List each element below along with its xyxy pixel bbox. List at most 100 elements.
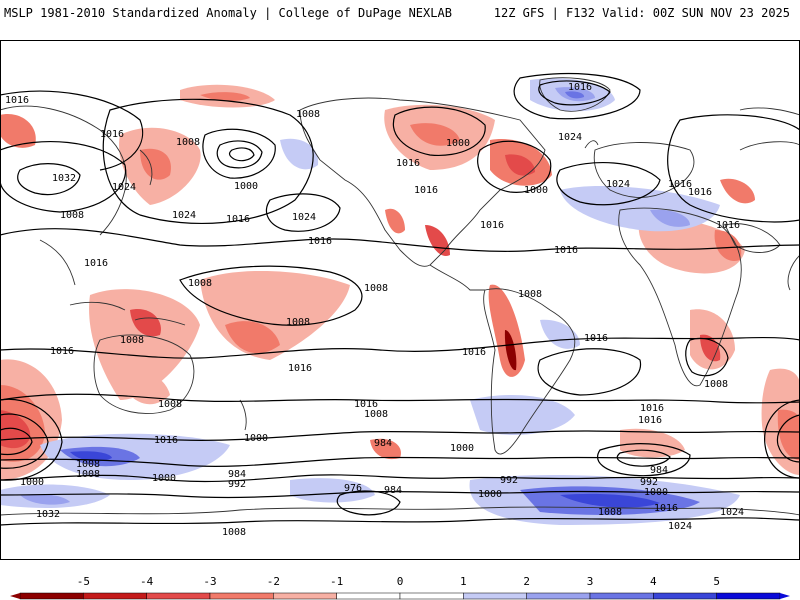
contour-label: 1016 [396, 158, 420, 169]
contour-label: 1016 [226, 214, 250, 225]
contour-label: 1016 [414, 185, 438, 196]
isobar-tropics-south [0, 337, 800, 359]
contour-label: 1000 [20, 477, 44, 488]
contour-label: 1000 [478, 489, 502, 500]
contour-label: 1016 [154, 435, 178, 446]
isobar-low-north-pacific [202, 128, 276, 179]
isobar-far-east-high [776, 414, 800, 463]
isobar-low-south-pacific [336, 490, 401, 516]
isobar-southern-1000 [0, 474, 800, 483]
coast-asia-far-east [739, 107, 800, 116]
anomaly-europe-core [650, 209, 690, 227]
anomaly-hudson-core [505, 154, 535, 176]
isobar-far-east-high-2 [764, 399, 800, 479]
coast-uk [584, 140, 599, 149]
colorbar-swatch [19, 592, 84, 600]
contour-label: 1024 [558, 132, 582, 143]
anomaly-antarctic-coast-west-2 [20, 493, 70, 505]
coast-asia-east-mainland [739, 141, 800, 151]
contour-label: 1016 [584, 333, 608, 344]
isobar-atlantic-1024 [556, 162, 661, 206]
world-map: 1016 1016 1008 1032 1024 1024 1008 1016 … [0, 40, 800, 560]
isobar-greenland-high [538, 80, 611, 106]
anomaly-southern-ocean-west-deep [70, 451, 112, 462]
contour-label: 1016 [308, 236, 332, 247]
colorbar-swatch [273, 592, 337, 600]
contour-label: 1016 [480, 220, 504, 231]
colorbar-tick-label: -4 [140, 575, 154, 588]
colorbar-swatches [10, 592, 790, 600]
colorbar-max-arrow [780, 593, 790, 599]
coast-new-zealand [239, 399, 247, 431]
contour-label: 1008 [296, 109, 320, 120]
isobar-low-north-pacific-core [228, 147, 255, 162]
contour-label: 1016 [640, 403, 664, 414]
isobar-canada-low [392, 106, 486, 157]
colorbar-swatch [209, 592, 274, 600]
colorbar-tick-label: 5 [713, 575, 720, 588]
contour-label: 992 [500, 475, 518, 486]
anomaly-indonesia-core [130, 309, 161, 337]
isobar-greenland-1016 [513, 72, 641, 120]
colorbar: -5 -4 -3 -2 -1 0 1 2 3 4 5 [10, 575, 790, 600]
contour-label: 984 [228, 469, 246, 480]
contour-label: 1024 [172, 210, 196, 221]
contour-label: 1008 [518, 289, 542, 300]
colorbar-min-arrow [10, 593, 20, 599]
isobar-pacific-1008 [179, 265, 363, 326]
contour-label: 992 [228, 479, 246, 490]
chart-title: MSLP 1981-2010 Standardized Anomaly | Co… [4, 6, 452, 20]
contour-label: 1000 [524, 185, 548, 196]
contour-label: 1016 [462, 347, 486, 358]
coast-asia-east [0, 105, 127, 236]
colorbar-swatch [526, 592, 591, 600]
isobar-southern-1016 [0, 430, 800, 441]
anomaly-south-pacific-core [225, 321, 280, 354]
isobar-low-north-pacific-inner [216, 140, 263, 169]
isobar-north-pacific-1016 [102, 98, 314, 225]
isobar-east-asia-1032 [17, 163, 81, 196]
anomaly-far-east-core [777, 409, 800, 460]
anomaly-siberia [0, 114, 36, 148]
anomaly-north-pacific-west-core [140, 148, 171, 180]
colorbar-tick-label: 1 [460, 575, 467, 588]
contour-label: 984 [374, 438, 392, 449]
contour-label: 1016 [354, 399, 378, 410]
contour-label: 1000 [446, 138, 470, 149]
contour-label: 1032 [36, 509, 60, 520]
contour-label: 1016 [554, 245, 578, 256]
colorbar-tick-label: -3 [203, 575, 216, 588]
contour-label: 1008 [364, 409, 388, 420]
isobar-africa-1008 [685, 337, 729, 377]
isobar-siberia-1016 [0, 90, 144, 171]
anomaly-antarctic-south-deep [560, 493, 660, 508]
isobar-asia-1024 [0, 141, 127, 213]
isobar-far-west-high [0, 427, 33, 456]
contour-label: 1016 [688, 187, 712, 198]
isobar-southern-1008 [0, 456, 800, 467]
contour-label: 1008 [222, 527, 246, 538]
contour-label: 1024 [112, 182, 136, 193]
contour-label: 1008 [120, 335, 144, 346]
header: MSLP 1981-2010 Standardized Anomaly | Co… [0, 0, 800, 30]
colorbar-ticks: -5 -4 -3 -2 -1 0 1 2 3 4 5 [77, 575, 720, 588]
isobar-europe-1016 [667, 114, 800, 223]
contour-label: 976 [344, 483, 362, 494]
contour-label: 1024 [606, 179, 630, 190]
contour-label: 1000 [234, 181, 258, 192]
contour-label: 1008 [176, 137, 200, 148]
anomaly-south-atlantic [470, 395, 575, 435]
isobar-subtropical-south [0, 393, 800, 404]
anomaly-greenland-center [565, 91, 585, 99]
contour-label: 1008 [188, 278, 212, 289]
contour-label: 1008 [76, 469, 100, 480]
anomaly-arabia [720, 178, 755, 204]
colorbar-tick-label: -1 [330, 575, 343, 588]
contour-label: 1016 [668, 179, 692, 190]
contour-label: 1016 [638, 415, 662, 426]
isobar-antarctic-1008 [0, 517, 800, 526]
coast-japan [139, 149, 153, 186]
isobar-tropics-north [0, 228, 800, 252]
colorbar-tick-label: 0 [397, 575, 404, 588]
contour-label: 984 [384, 485, 402, 496]
